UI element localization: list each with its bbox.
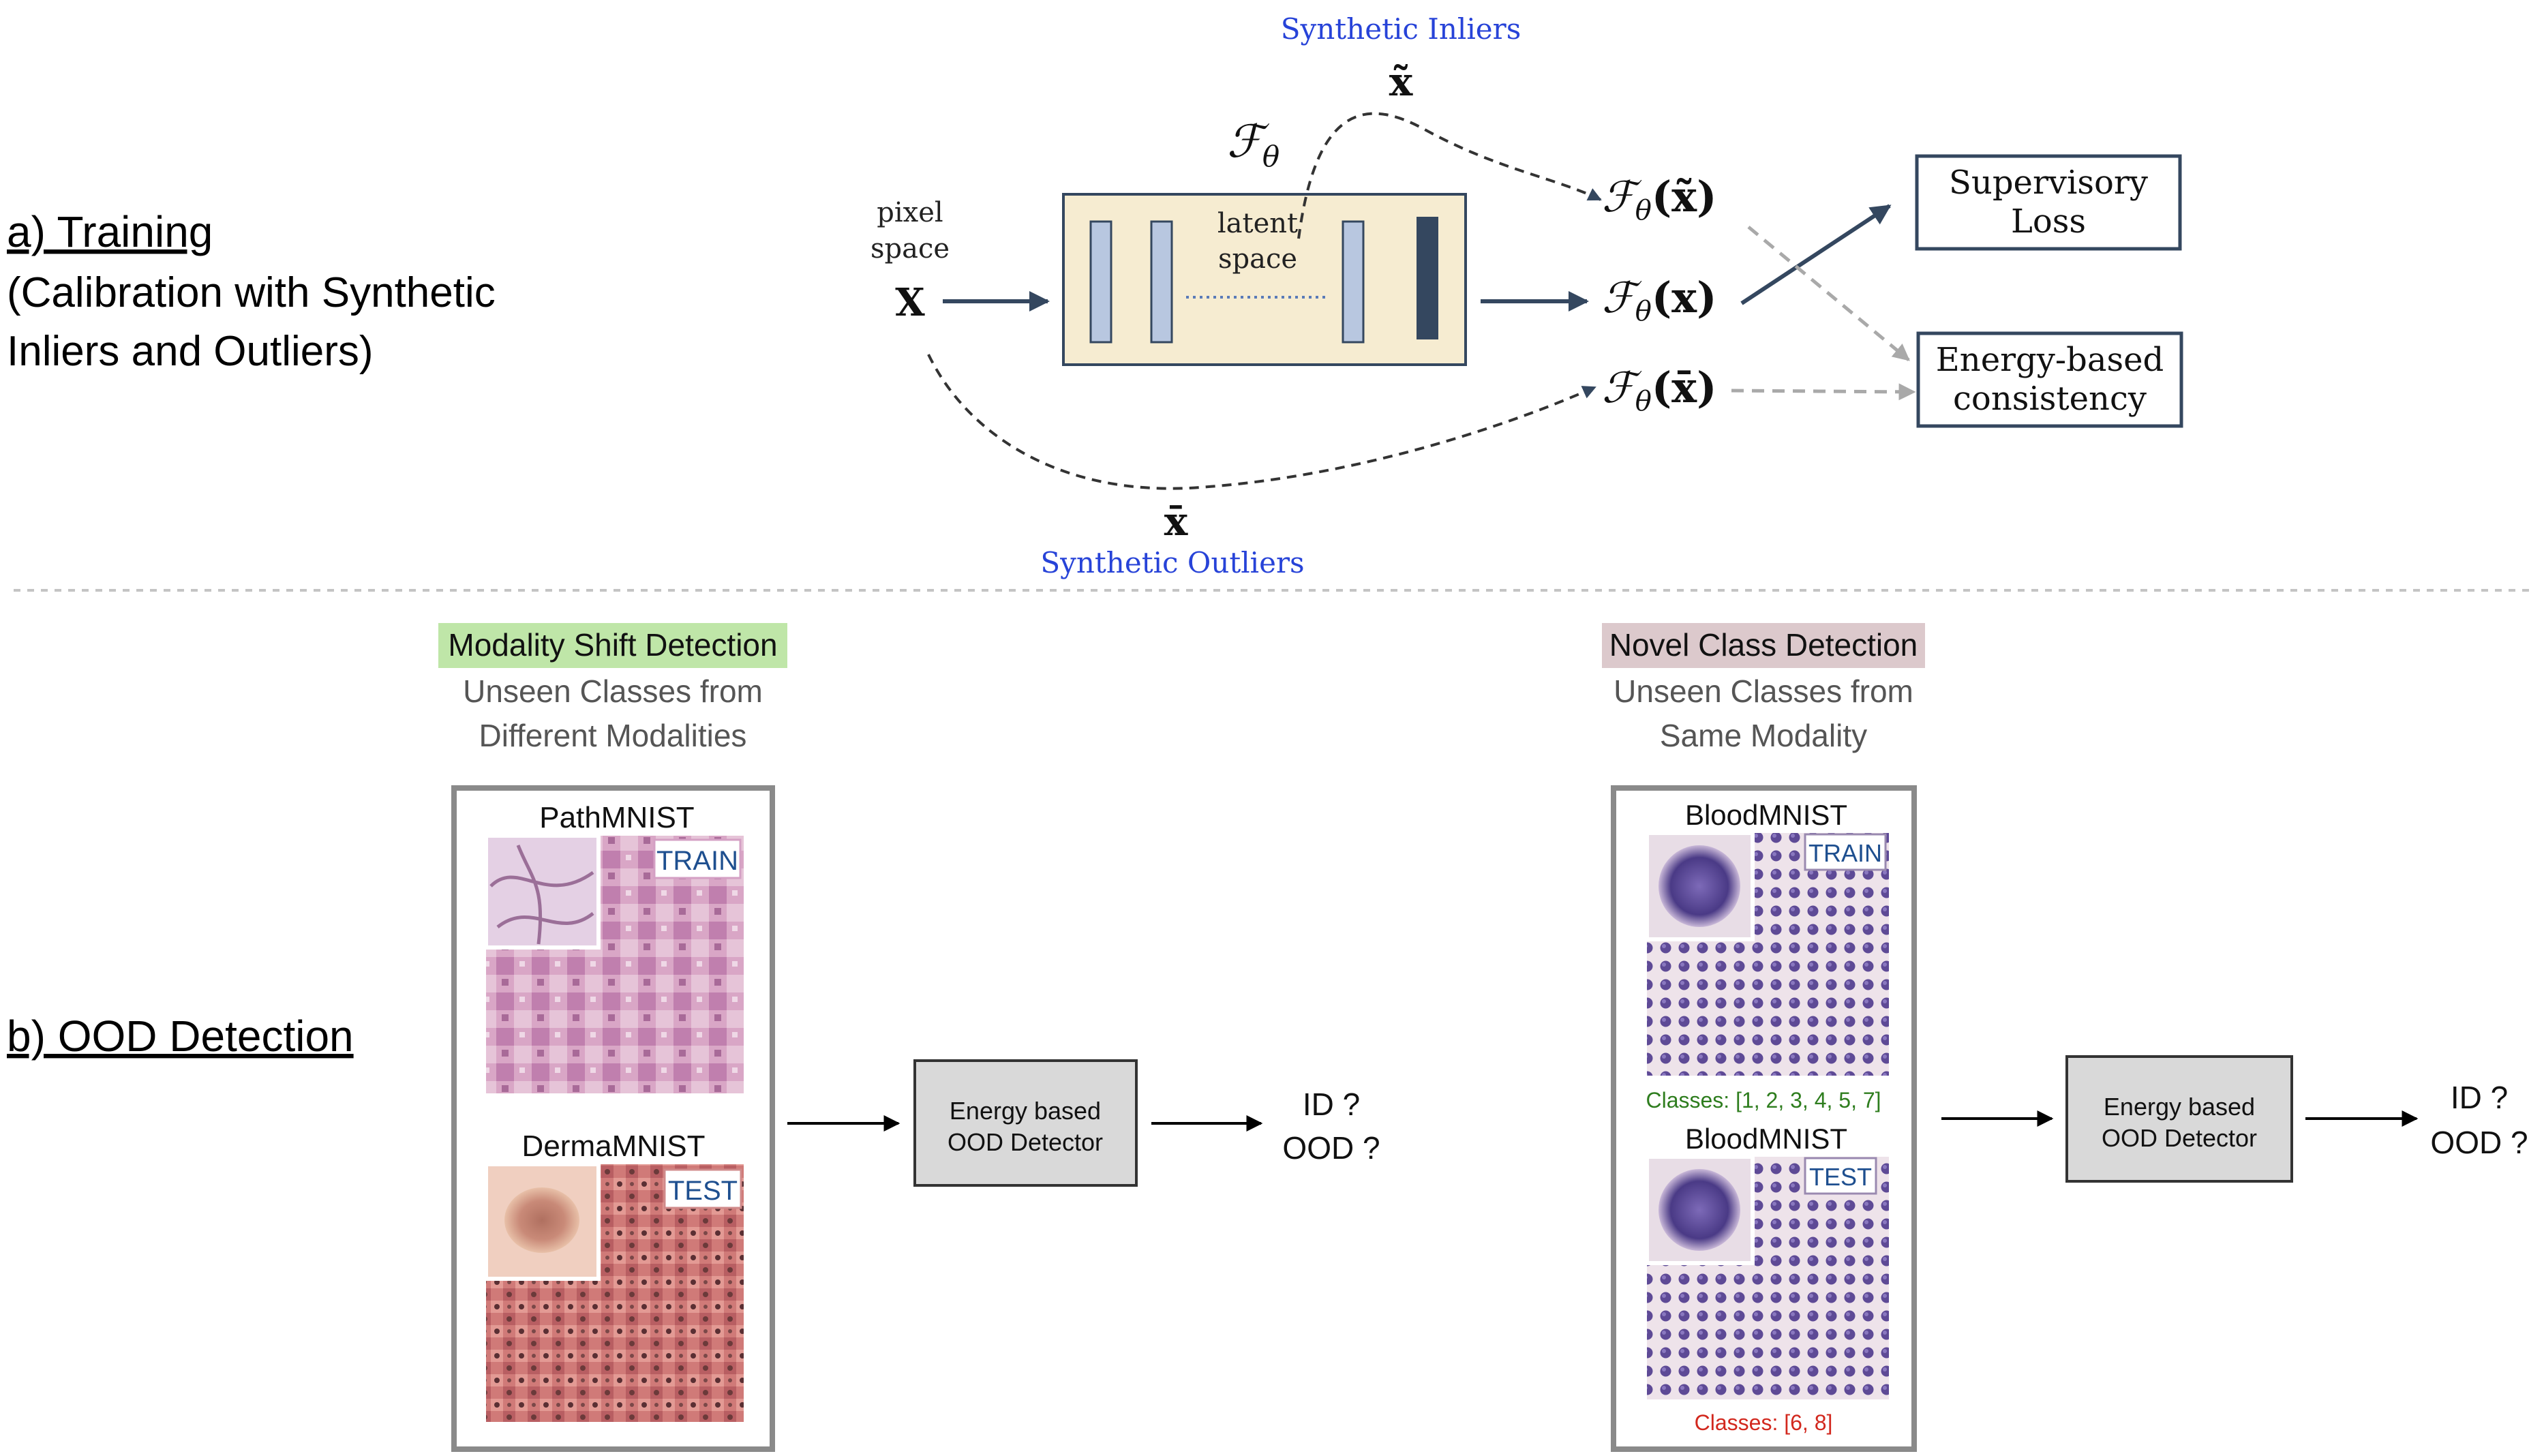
pathmnist-title: PathMNIST — [539, 801, 694, 834]
bloodmnist-train-tag: TRAIN — [1808, 839, 1882, 867]
layer-output — [1417, 217, 1438, 339]
modality-title-highlight — [438, 623, 787, 668]
output-outlier: ℱθ(x̄) — [1602, 363, 1716, 417]
synthetic-outliers-path — [927, 354, 1596, 490]
energy-consistency-line2: consistency — [1953, 380, 2147, 418]
bloodmnist-test-classes: Classes: [6, 8] — [1695, 1410, 1833, 1435]
supervisory-loss-box — [1915, 154, 2182, 251]
modality-result-line2: OOD ? — [1282, 1130, 1380, 1166]
novel-title-highlight — [1602, 623, 1925, 668]
layer-2 — [1150, 220, 1173, 344]
output-inlier: ℱθ(x̃) — [1602, 172, 1716, 226]
bloodmnist-test-title: BloodMNIST — [1685, 1123, 1847, 1155]
novel-sub-line1: Unseen Classes from — [1614, 673, 1913, 709]
pixel-space-line1: pixel — [877, 197, 943, 228]
inlier-to-energy-arrow — [1747, 226, 1910, 361]
layer-3 — [1342, 220, 1365, 344]
modality-sub-line2: Different Modalities — [479, 718, 747, 753]
dermamnist-lesion — [504, 1187, 579, 1253]
modality-detector-line2: OOD Detector — [948, 1128, 1103, 1156]
layer-1 — [1089, 220, 1112, 344]
novel-sub-line2: Same Modality — [1660, 718, 1867, 753]
pathmnist-train-tag: TRAIN — [656, 846, 738, 876]
energy-consistency-line1: Energy-based — [1936, 341, 2164, 379]
dermamnist-title: DermaMNIST — [522, 1129, 706, 1163]
pathmnist-sample-texture — [489, 845, 594, 945]
novel-detector-line1: Energy based — [2104, 1093, 2255, 1121]
bloodmnist-train-tag-box — [1804, 833, 1887, 871]
pixel-space-line2: space — [870, 233, 950, 264]
outlier-to-energy-arrow — [1731, 383, 1916, 401]
latent-space-line1: latent — [1217, 208, 1298, 239]
modality-detector-line1: Energy based — [950, 1097, 1101, 1125]
supervisory-loss-line1: Supervisory — [1949, 164, 2148, 202]
clean-to-supervisory-arrow — [1740, 204, 1892, 305]
dermamnist-test-tag: TEST — [668, 1176, 738, 1206]
bloodmnist-test-tag-box — [1804, 1157, 1877, 1195]
novel-result-line1: ID ? — [2451, 1080, 2508, 1115]
novel-detector-line2: OOD Detector — [2102, 1124, 2257, 1152]
synthetic-inliers-path — [1297, 112, 1602, 239]
latent-space-line2: space — [1218, 243, 1297, 275]
supervisory-loss-line2: Loss — [2011, 202, 2086, 241]
model-label: ℱθ — [1227, 115, 1279, 173]
novel-detector-box — [2065, 1055, 2293, 1183]
input-symbol: X — [895, 280, 925, 325]
pathmnist-train-tag-box — [653, 838, 742, 879]
training-label: a) Training — [7, 207, 213, 256]
synthetic-inliers-label: Synthetic Inliers — [1281, 12, 1521, 46]
bloodmnist-test-cell — [1659, 1169, 1740, 1251]
bloodmnist-train-cell — [1659, 845, 1740, 927]
training-caption-line1: (Calibration with Synthetic — [7, 269, 496, 316]
synthetic-outliers-symbol: x̄ — [1164, 498, 1188, 545]
pathmnist-sample-image — [484, 834, 601, 950]
energy-consistency-box — [1916, 331, 2183, 428]
bloodmnist-test-tag: TEST — [1809, 1163, 1872, 1191]
modality-sub-line1: Unseen Classes from — [463, 673, 763, 709]
model-box — [1062, 193, 1467, 366]
novel-title: Novel Class Detection — [1609, 627, 1918, 663]
novel-result-line2: OOD ? — [2430, 1125, 2528, 1160]
synthetic-inliers-symbol: x̃ — [1389, 59, 1413, 105]
bloodmnist-train-classes: Classes: [1, 2, 3, 4, 5, 7] — [1646, 1088, 1881, 1112]
modality-detector-box — [913, 1059, 1138, 1187]
ood-label: b) OOD Detection — [7, 1012, 354, 1061]
bloodmnist-train-title: BloodMNIST — [1685, 799, 1847, 831]
output-clean: ℱθ(x) — [1602, 273, 1716, 327]
synthetic-outliers-label: Synthetic Outliers — [1040, 546, 1304, 579]
modality-title: Modality Shift Detection — [448, 627, 777, 663]
modality-result-line1: ID ? — [1303, 1087, 1360, 1122]
dermamnist-test-tag-box — [663, 1168, 742, 1209]
training-caption-line2: Inliers and Outliers) — [7, 328, 374, 375]
